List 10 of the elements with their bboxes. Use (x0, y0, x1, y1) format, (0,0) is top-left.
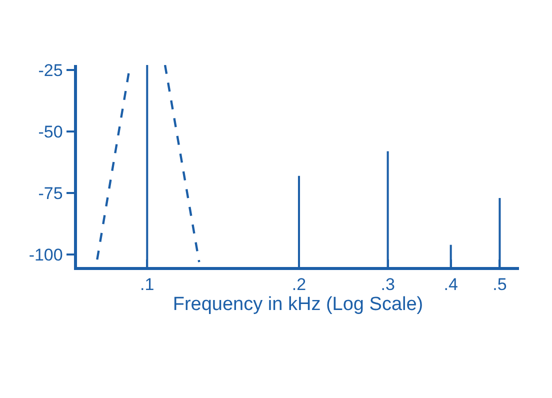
x-tick-label: .5 (492, 275, 507, 294)
y-tick-label: -25 (38, 60, 63, 80)
x-axis-title: Frequency in kHz (Log Scale) (172, 294, 424, 316)
x-tick-label: .1 (140, 275, 154, 294)
x-tick-label: .3 (380, 275, 395, 294)
y-tick-label: -100 (28, 246, 63, 265)
x-tick-label: .4 (444, 275, 458, 294)
x-tick-label: .2 (292, 275, 306, 294)
y-tick-label: -75 (38, 184, 63, 204)
y-tick-label: -50 (38, 122, 63, 142)
